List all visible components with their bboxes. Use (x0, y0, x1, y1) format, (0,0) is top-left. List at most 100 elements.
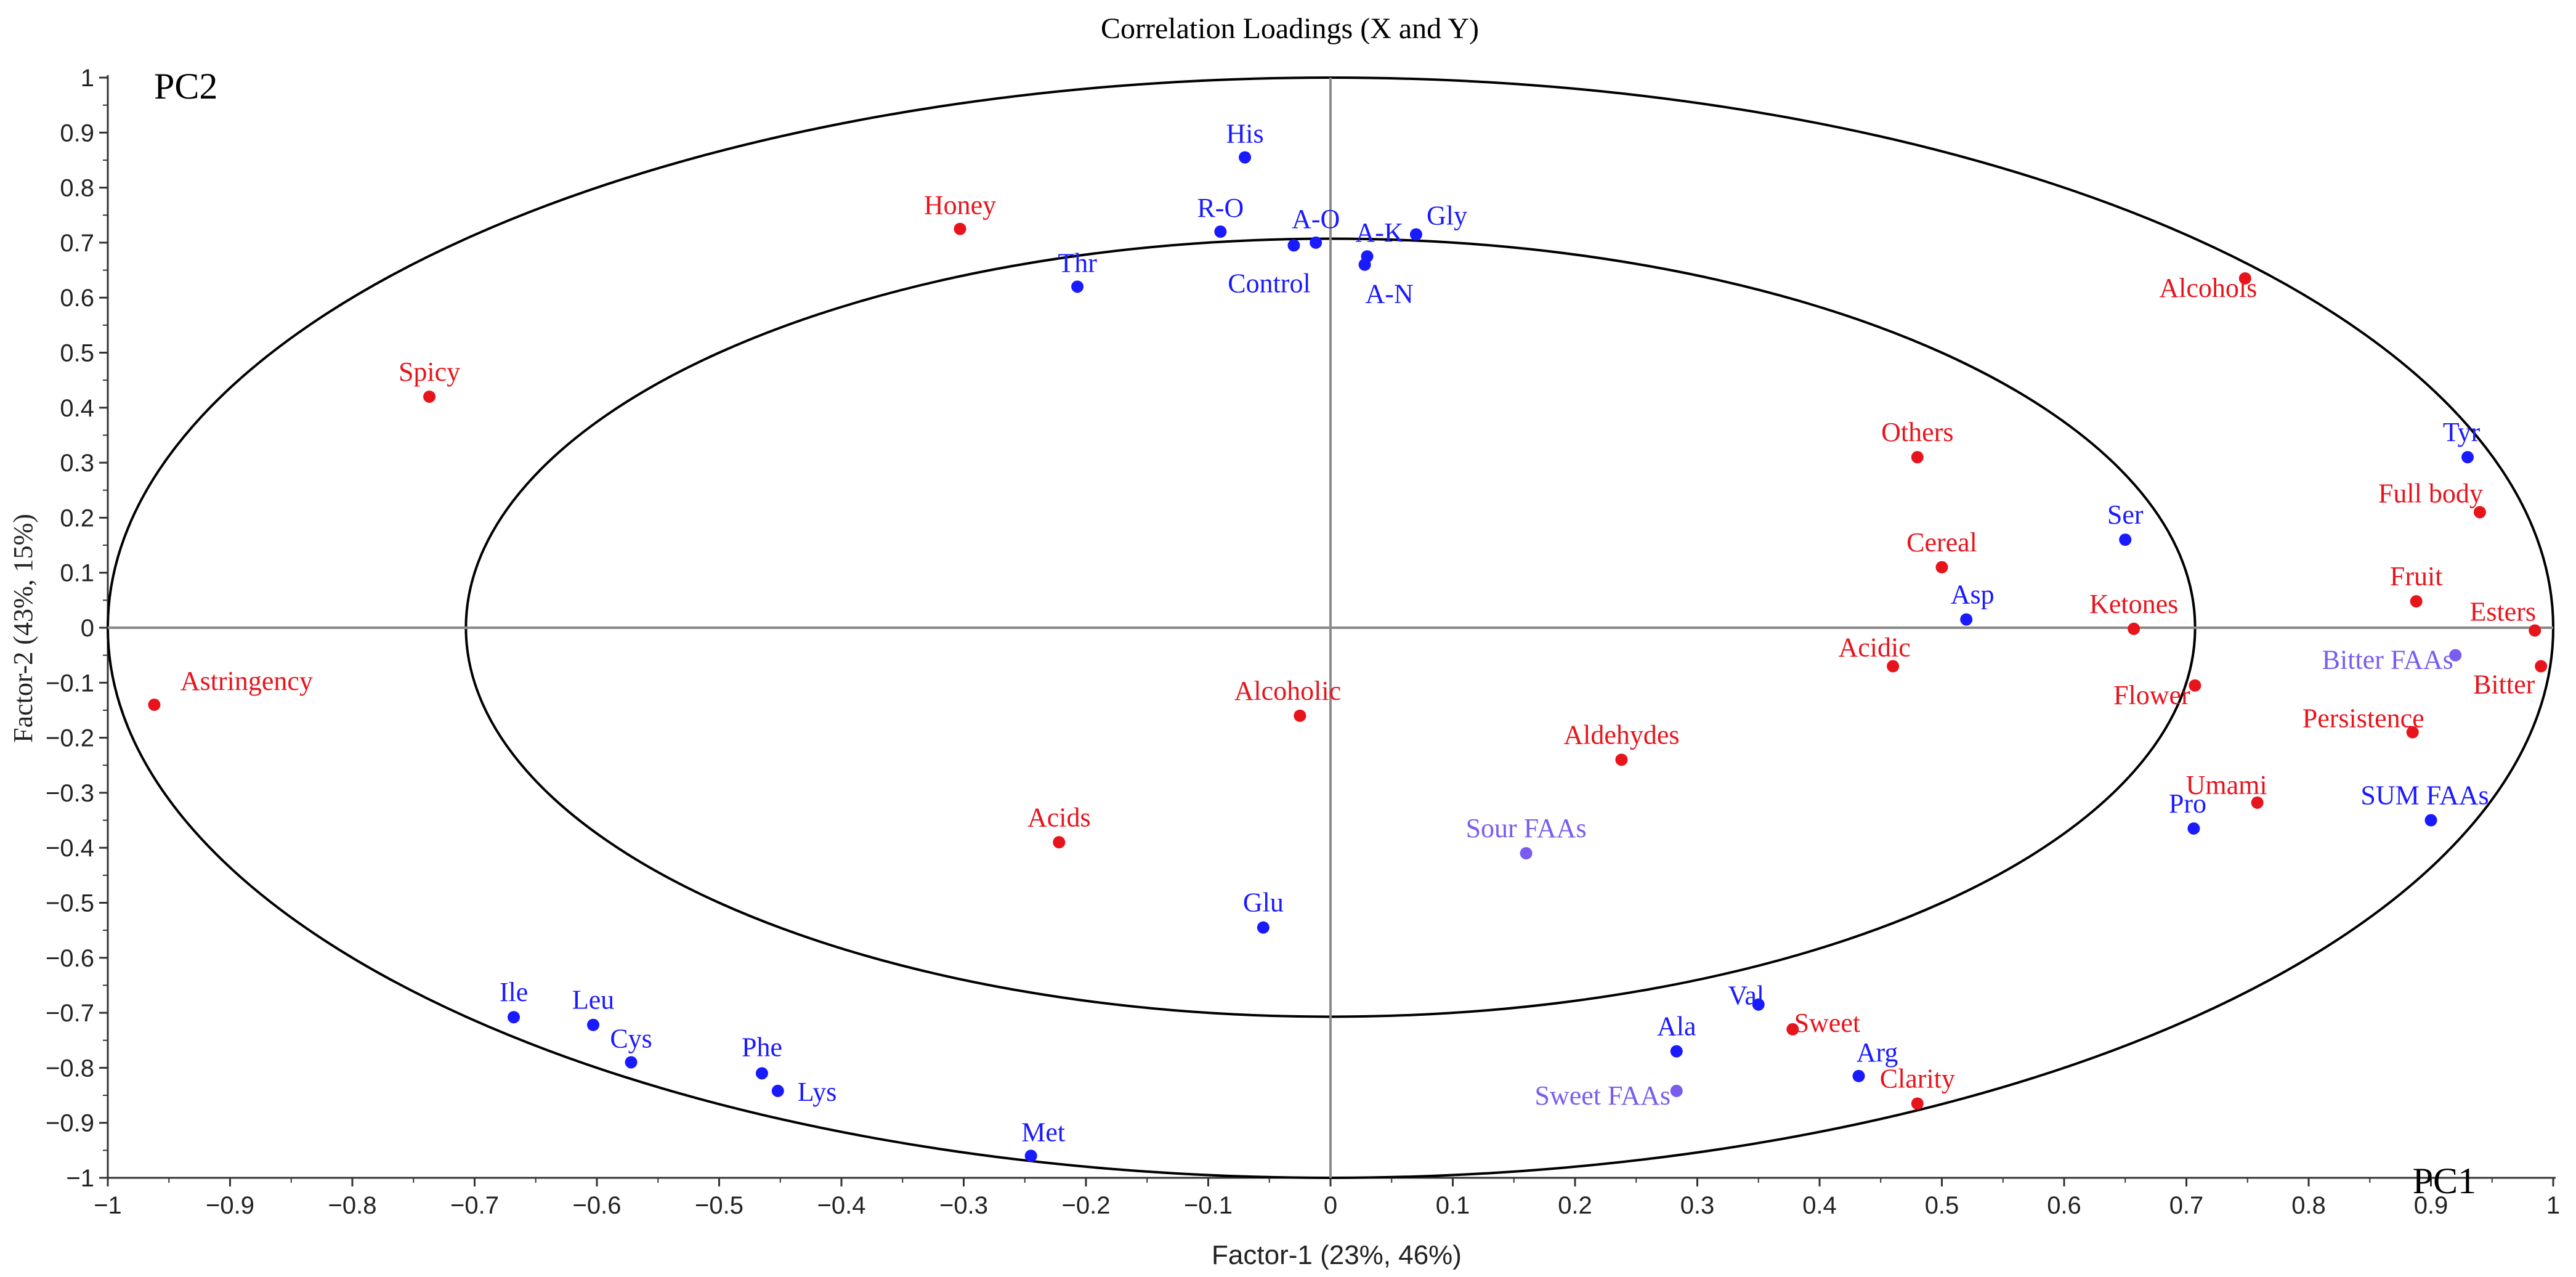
data-point-label: Flower (2113, 680, 2190, 710)
data-point-marker (2187, 822, 2200, 835)
data-point-label: Sour FAAs (1466, 813, 1587, 843)
data-point-marker (587, 1018, 600, 1031)
data-point-marker (1911, 451, 1924, 464)
data-point-marker (1670, 1045, 1683, 1058)
data-point-label: Ser (2107, 500, 2144, 530)
y-axis-ticks: 1 0.9 0.8 0.7 0.6 0.5 0.4 0.3 0.2 0.1 0 −0.1 −0.2 −0.… (46, 65, 108, 1192)
data-point-label: Phe (742, 1032, 782, 1062)
y-tick-label: −0.5 (46, 890, 94, 917)
data-point-marker (954, 222, 966, 235)
data-point-marker (1053, 836, 1066, 849)
x-tick-label: 0.5 (1925, 1192, 1959, 1219)
y-tick-label: 0.8 (60, 175, 94, 202)
data-point-marker (1294, 709, 1306, 722)
data-point-label: Glu (1243, 888, 1284, 918)
data-point-label: A-K (1355, 217, 1403, 248)
x-tick-label: −0.5 (695, 1192, 743, 1219)
data-point-label: Cereal (1906, 527, 1977, 557)
x-tick-label: 0.6 (2047, 1192, 2081, 1219)
data-point-marker (2473, 506, 2486, 519)
y-tick-label: −0.4 (46, 835, 94, 862)
data-point-marker (508, 1011, 520, 1024)
x-axis-ticks: −1 −0.9 −0.8 −0.7 −0.6 −0.5 −0.4 −0.3 −0.2 −0.1 0 0… (94, 1178, 2560, 1219)
data-point-label: Astringency (180, 666, 313, 696)
data-point-label: Fruit (2390, 561, 2443, 591)
data-point-label: Leu (572, 985, 614, 1015)
data-point-marker (2461, 451, 2474, 464)
data-point-marker (1520, 847, 1533, 860)
y-tick-label: −0.3 (46, 780, 94, 807)
x-tick-label: −0.6 (573, 1192, 622, 1219)
data-point-label: A-O (1292, 204, 1340, 234)
pc2-corner-label: PC2 (154, 66, 217, 107)
x-tick-label: −0.3 (939, 1192, 988, 1219)
data-point-marker (2119, 533, 2132, 546)
data-point-label: Honey (924, 190, 996, 221)
data-point-marker (2535, 660, 2548, 673)
data-point-label: Thr (1058, 248, 1097, 278)
data-point-label: Ile (500, 977, 528, 1007)
y-tick-label: 0.2 (60, 505, 94, 532)
x-tick-label: 0.7 (2169, 1192, 2204, 1219)
data-point-label: Spicy (399, 357, 460, 387)
data-point-marker (1615, 753, 1628, 766)
data-point-label: Val (1728, 981, 1764, 1011)
y-tick-label: 0.7 (60, 230, 94, 257)
x-tick-label: −0.1 (1184, 1192, 1233, 1219)
data-point-marker (1358, 258, 1371, 271)
data-point-label: Others (1881, 417, 1953, 447)
data-point-label: Sweet FAAs (1535, 1080, 1671, 1111)
y-tick-label: 1 (81, 65, 94, 92)
data-point-marker (1071, 280, 1084, 293)
data-point-label: Umami (2186, 770, 2267, 800)
data-point-label: Arg (1857, 1037, 1898, 1068)
data-point-marker (2238, 272, 2251, 285)
data-point-label: Gly (1427, 201, 1467, 231)
x-tick-label: −0.9 (206, 1192, 254, 1219)
data-point-marker (2410, 595, 2423, 608)
data-point-marker (771, 1084, 784, 1097)
y-tick-label: −0.8 (46, 1055, 94, 1082)
data-point-marker (1935, 561, 1948, 574)
data-point-label: Esters (2469, 596, 2536, 626)
data-point-label: R-O (1197, 193, 1244, 223)
data-point-marker (1024, 1149, 1037, 1162)
data-point-label: Bitter FAAs (2322, 645, 2453, 675)
data-point-marker (2189, 679, 2201, 692)
data-points: His R-O A-O Control A-K A-N Gly Thr Tyr Ser Asp Pro… (148, 118, 2548, 1162)
data-point-marker (1214, 225, 1227, 238)
data-point-label: Lys (798, 1077, 837, 1107)
data-point-marker (2128, 622, 2141, 635)
x-tick-label: 0.2 (1558, 1192, 1592, 1219)
data-point-label: Sweet (1794, 1008, 1861, 1038)
data-point-marker (1752, 998, 1765, 1011)
data-point-label: Ketones (2089, 589, 2178, 619)
x-axis-label: Factor-1 (23%, 46%) (1212, 1240, 1462, 1270)
data-point-label: His (1226, 118, 1263, 148)
y-tick-label: 0.5 (60, 340, 94, 367)
y-tick-label: 0.1 (60, 560, 94, 587)
data-point-marker (1670, 1084, 1683, 1097)
x-tick-label: −0.8 (328, 1192, 377, 1219)
data-point-marker (1287, 239, 1300, 252)
zero-axes (108, 78, 2553, 1178)
data-point-label: SUM FAAs (2360, 780, 2489, 811)
data-point-label: Persistence (2303, 703, 2424, 734)
x-tick-label: −1 (94, 1192, 122, 1219)
pc1-corner-label: PC1 (2413, 1161, 2476, 1201)
x-tick-label: −0.7 (450, 1192, 499, 1219)
data-point-marker (1257, 921, 1270, 934)
data-point-label: Ala (1657, 1011, 1696, 1042)
y-tick-label: −0.2 (46, 725, 94, 752)
data-point-marker (1852, 1069, 1865, 1082)
data-point-label: Clarity (1880, 1063, 1955, 1093)
x-tick-label: 0.8 (2291, 1192, 2326, 1219)
data-point-label: Alcohols (2159, 273, 2257, 303)
y-tick-label: 0.3 (60, 450, 94, 477)
data-point-label: Bitter (2473, 670, 2535, 700)
data-point-label: Acidic (1838, 633, 1910, 663)
data-point-marker (1310, 236, 1322, 249)
data-point-marker (625, 1056, 638, 1069)
